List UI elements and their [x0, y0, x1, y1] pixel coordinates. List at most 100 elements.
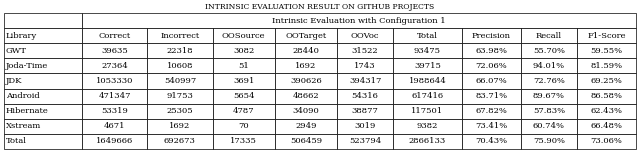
Text: 67.82%: 67.82% — [476, 107, 507, 115]
Text: Correct: Correct — [99, 32, 131, 40]
Bar — [521, 104, 577, 119]
Bar — [82, 28, 147, 43]
Text: Hibernate: Hibernate — [6, 107, 49, 115]
Bar — [393, 134, 461, 149]
Text: 4671: 4671 — [104, 122, 125, 130]
Text: 540997: 540997 — [164, 77, 196, 85]
Bar — [275, 104, 337, 119]
Bar — [337, 43, 393, 58]
Bar — [393, 28, 461, 43]
Text: 51: 51 — [238, 62, 249, 70]
Bar — [337, 73, 393, 88]
Text: OOSource: OOSource — [222, 32, 266, 40]
Text: 39635: 39635 — [101, 47, 128, 55]
Text: 10608: 10608 — [166, 62, 193, 70]
Bar — [82, 88, 147, 104]
Bar — [521, 58, 577, 73]
Text: 5654: 5654 — [233, 92, 255, 100]
Text: OOTarget: OOTarget — [285, 32, 326, 40]
Bar — [521, 73, 577, 88]
Text: 1692: 1692 — [296, 62, 317, 70]
Text: 75.90%: 75.90% — [533, 137, 565, 145]
Bar — [461, 119, 521, 134]
Text: 91753: 91753 — [166, 92, 193, 100]
Text: 59.55%: 59.55% — [590, 47, 623, 55]
Bar — [337, 134, 393, 149]
Bar — [147, 73, 212, 88]
Bar — [461, 88, 521, 104]
Bar — [4, 58, 82, 73]
Bar — [521, 28, 577, 43]
Bar — [337, 58, 393, 73]
Bar — [4, 119, 82, 134]
Text: OOVoc: OOVoc — [351, 32, 380, 40]
Bar — [461, 58, 521, 73]
Bar — [275, 119, 337, 134]
Text: Joda-Time: Joda-Time — [6, 62, 48, 70]
Bar — [275, 134, 337, 149]
Bar — [337, 104, 393, 119]
Bar — [577, 43, 636, 58]
Text: 48662: 48662 — [292, 92, 319, 100]
Text: INTRINSIC EVALUATION RESULT ON GITHUB PROJECTS: INTRINSIC EVALUATION RESULT ON GITHUB PR… — [205, 3, 435, 11]
Bar — [212, 28, 275, 43]
Bar — [521, 134, 577, 149]
Text: Intrinsic Evaluation with Configuration 1: Intrinsic Evaluation with Configuration … — [272, 17, 445, 25]
Text: 25305: 25305 — [166, 107, 193, 115]
Text: 4787: 4787 — [233, 107, 255, 115]
Bar — [461, 134, 521, 149]
Text: 1692: 1692 — [169, 122, 191, 130]
Bar — [275, 73, 337, 88]
Bar — [275, 58, 337, 73]
Bar — [337, 28, 393, 43]
Bar — [577, 134, 636, 149]
Bar — [147, 119, 212, 134]
Text: Total: Total — [6, 137, 27, 145]
Bar — [4, 134, 82, 149]
Text: 66.48%: 66.48% — [591, 122, 623, 130]
Text: 3691: 3691 — [233, 77, 255, 85]
Bar — [147, 88, 212, 104]
Text: 69.25%: 69.25% — [591, 77, 622, 85]
Text: 523794: 523794 — [349, 137, 381, 145]
Text: 53319: 53319 — [101, 107, 128, 115]
Text: 9382: 9382 — [417, 122, 438, 130]
Bar — [4, 73, 82, 88]
Bar — [82, 58, 147, 73]
Bar — [147, 28, 212, 43]
Text: 86.58%: 86.58% — [591, 92, 623, 100]
Bar — [521, 88, 577, 104]
Bar — [461, 43, 521, 58]
Text: 1649666: 1649666 — [96, 137, 133, 145]
Bar — [4, 28, 82, 43]
Bar — [275, 43, 337, 58]
Bar — [212, 88, 275, 104]
Text: 3082: 3082 — [233, 47, 254, 55]
Bar — [337, 88, 393, 104]
Text: 70: 70 — [239, 122, 249, 130]
Text: 28440: 28440 — [292, 47, 319, 55]
Bar — [393, 58, 461, 73]
Text: 73.06%: 73.06% — [591, 137, 622, 145]
Bar — [82, 134, 147, 149]
Bar — [577, 58, 636, 73]
Text: 94.01%: 94.01% — [532, 62, 565, 70]
Bar — [577, 88, 636, 104]
Text: 617416: 617416 — [412, 92, 444, 100]
Text: F1-Score: F1-Score — [587, 32, 626, 40]
Bar — [4, 13, 82, 28]
Text: Total: Total — [417, 32, 438, 40]
Bar — [4, 88, 82, 104]
Text: 72.76%: 72.76% — [533, 77, 564, 85]
Text: 70.43%: 70.43% — [475, 137, 508, 145]
Text: Xstream: Xstream — [6, 122, 41, 130]
Text: 66.07%: 66.07% — [476, 77, 507, 85]
Bar — [393, 88, 461, 104]
Bar — [393, 104, 461, 119]
Bar — [147, 43, 212, 58]
Bar — [393, 43, 461, 58]
Text: Android: Android — [6, 92, 40, 100]
Bar — [521, 119, 577, 134]
Text: 2866133: 2866133 — [409, 137, 446, 145]
Text: 34090: 34090 — [292, 107, 319, 115]
